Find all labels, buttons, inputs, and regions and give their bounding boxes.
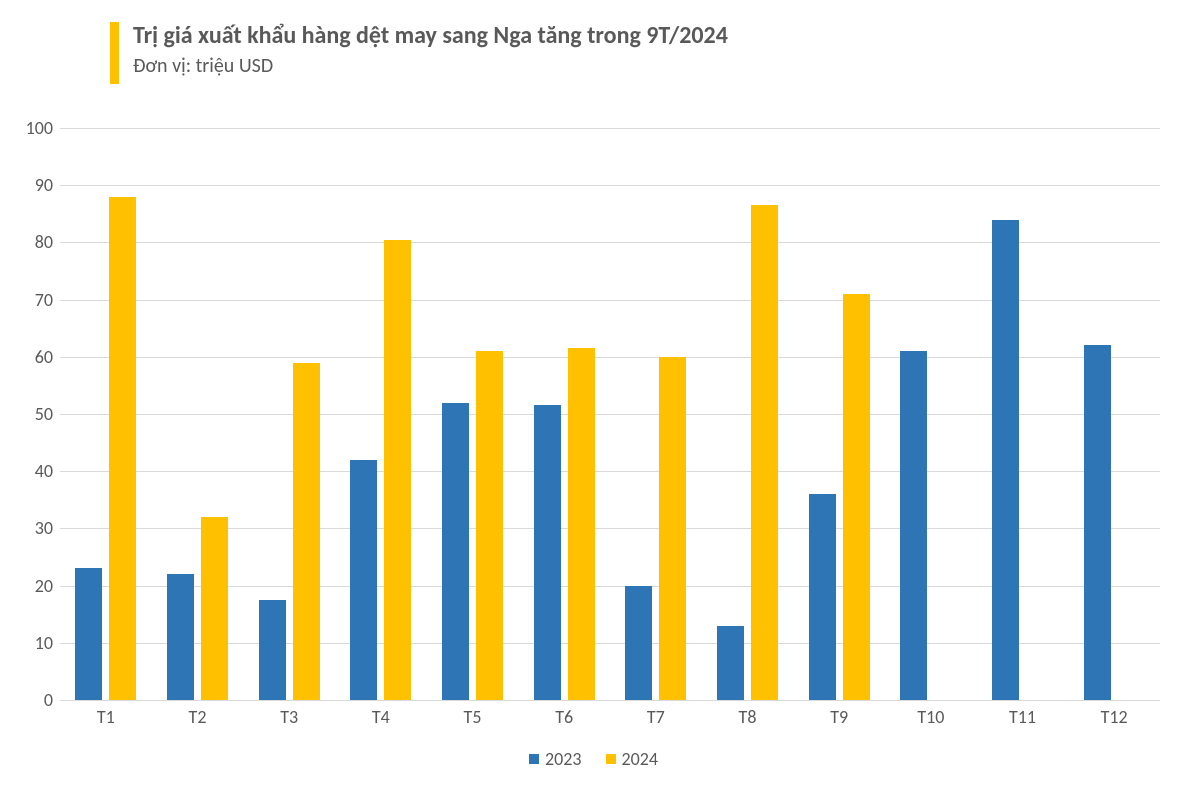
legend-label-2024: 2024	[622, 748, 659, 770]
bar-2024-T2	[201, 517, 228, 700]
plot-area	[60, 128, 1160, 700]
x-tick-label: T3	[280, 706, 298, 728]
y-tick-label: 50	[9, 403, 53, 425]
bar-2023-T12	[1084, 345, 1111, 700]
grid-line	[60, 185, 1160, 186]
grid-line	[60, 128, 1160, 129]
x-tick-label: T7	[647, 706, 665, 728]
x-tick-label: T6	[555, 706, 573, 728]
x-tick-label: T8	[739, 706, 757, 728]
bar-2023-T6	[534, 405, 561, 700]
legend-label-2023: 2023	[545, 748, 582, 770]
bar-2024-T4	[384, 240, 411, 700]
bar-2023-T8	[717, 626, 744, 700]
y-tick-label: 10	[9, 632, 53, 654]
x-tick-label: T1	[97, 706, 115, 728]
bar-2024-T9	[843, 294, 870, 700]
bar-2024-T8	[751, 205, 778, 700]
y-tick-label: 0	[9, 689, 53, 711]
y-tick-label: 70	[9, 289, 53, 311]
title-text: Trị giá xuất khẩu hàng dệt may sang Nga …	[133, 22, 728, 79]
legend: 2023 2024	[0, 748, 1187, 770]
bar-2024-T7	[659, 357, 686, 700]
chart-title: Trị giá xuất khẩu hàng dệt may sang Nga …	[133, 22, 728, 51]
legend-swatch-2024	[606, 754, 616, 764]
x-tick-label: T9	[830, 706, 848, 728]
legend-item-2024: 2024	[606, 748, 659, 770]
bar-2023-T5	[442, 403, 469, 700]
title-accent-bar	[110, 22, 119, 84]
bar-2023-T4	[350, 460, 377, 700]
x-tick-label: T4	[372, 706, 390, 728]
title-block: Trị giá xuất khẩu hàng dệt may sang Nga …	[110, 22, 728, 84]
grid-line	[60, 700, 1160, 701]
bar-2024-T6	[568, 348, 595, 700]
y-tick-label: 60	[9, 346, 53, 368]
y-tick-label: 90	[9, 174, 53, 196]
x-tick-label: T12	[1101, 706, 1128, 728]
y-tick-label: 80	[9, 231, 53, 253]
bar-2023-T7	[625, 586, 652, 700]
x-tick-label: T11	[1009, 706, 1036, 728]
bar-2023-T2	[167, 574, 194, 700]
y-tick-label: 30	[9, 517, 53, 539]
chart-subtitle: Đơn vị: triệu USD	[133, 53, 728, 79]
y-tick-label: 100	[9, 117, 53, 139]
bar-2023-T11	[992, 220, 1019, 700]
y-tick-label: 20	[9, 575, 53, 597]
bar-2023-T3	[259, 600, 286, 700]
y-tick-label: 40	[9, 460, 53, 482]
bar-2024-T1	[109, 197, 136, 700]
x-tick-label: T5	[464, 706, 482, 728]
bar-2023-T10	[900, 351, 927, 700]
bar-2024-T5	[476, 351, 503, 700]
legend-item-2023: 2023	[529, 748, 582, 770]
bar-2024-T3	[293, 363, 320, 700]
x-tick-label: T10	[917, 706, 944, 728]
bar-2023-T9	[809, 494, 836, 700]
chart-container: Trị giá xuất khẩu hàng dệt may sang Nga …	[0, 0, 1187, 792]
legend-swatch-2023	[529, 754, 539, 764]
bar-2023-T1	[75, 568, 102, 700]
x-tick-label: T2	[189, 706, 207, 728]
